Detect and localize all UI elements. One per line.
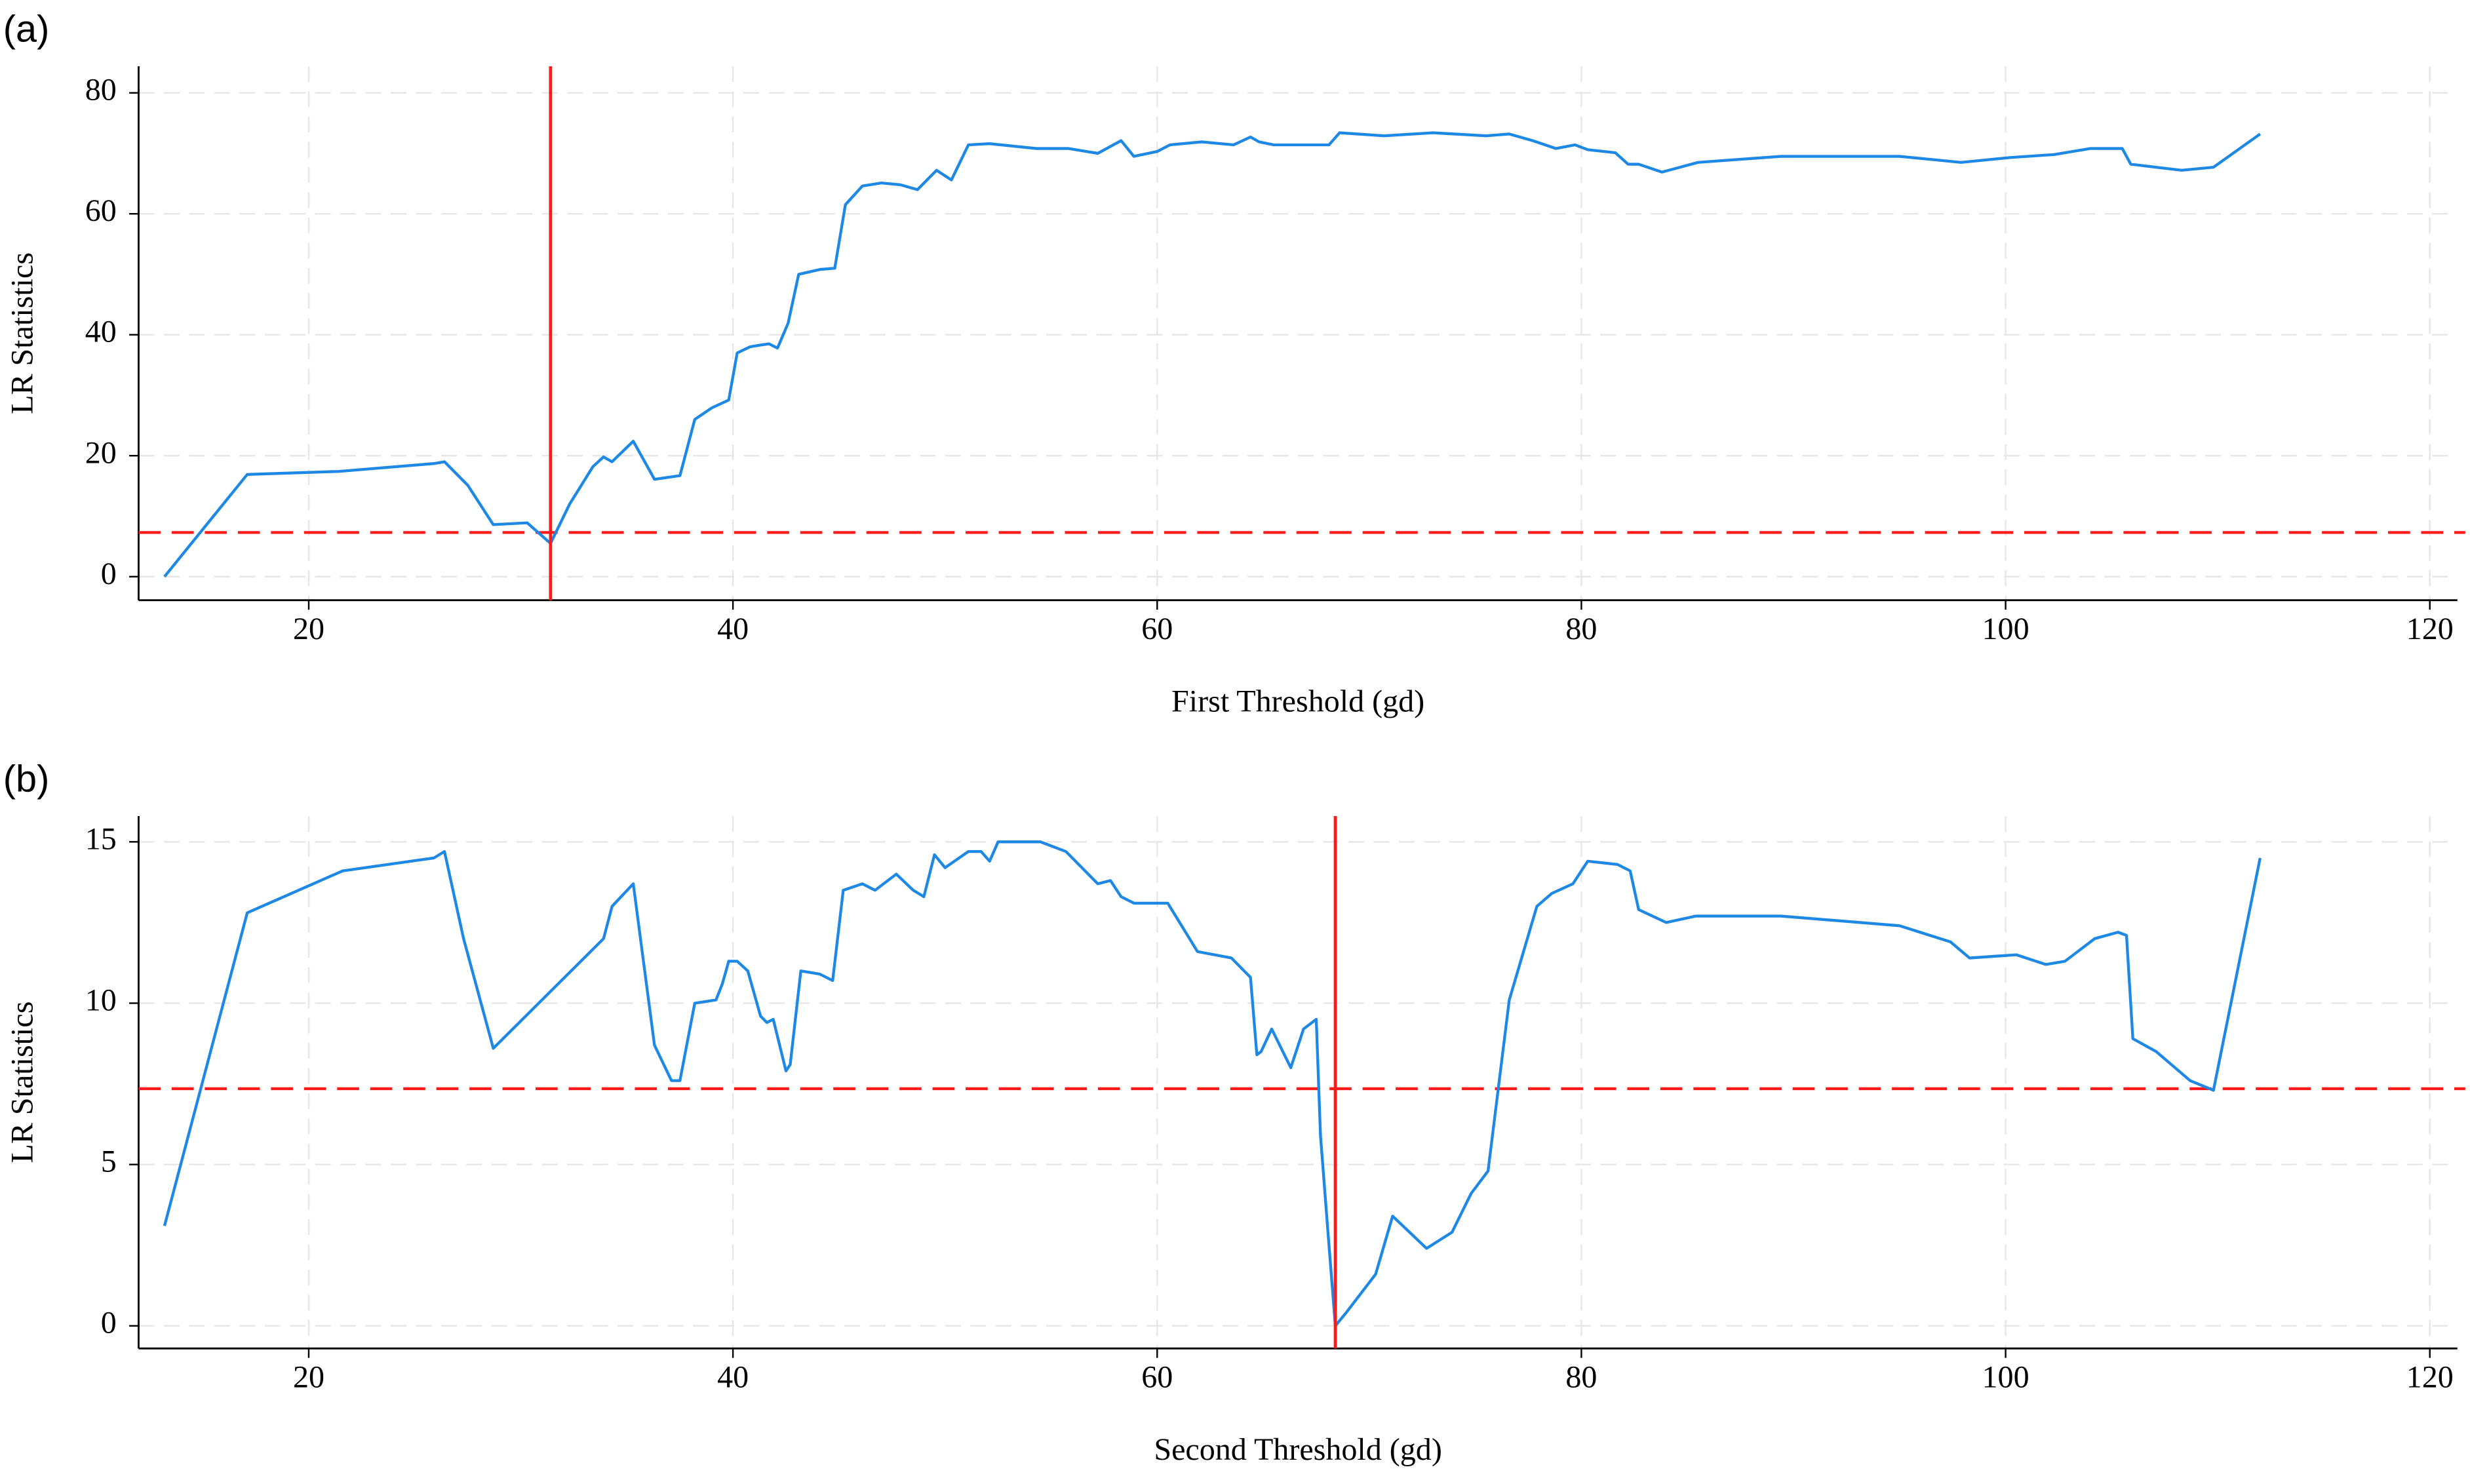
- data-line: [163, 840, 2262, 1327]
- x-tick-label: 80: [1565, 612, 1597, 646]
- x-tick-label: 100: [1982, 1359, 2029, 1394]
- y-tick-label: 20: [85, 435, 117, 470]
- x-tick-label: 40: [717, 612, 749, 646]
- y-tick-label: 60: [85, 193, 117, 228]
- x-tick-label: 60: [1141, 612, 1173, 646]
- y-tick-label: 80: [85, 73, 117, 107]
- x-tick-label: 20: [293, 612, 324, 646]
- y-tick-label: 5: [101, 1144, 117, 1179]
- x-tick-label: 20: [293, 1359, 324, 1394]
- y-tick-label: 0: [101, 556, 117, 591]
- y-tick-label: 0: [101, 1306, 117, 1340]
- y-tick-label: 10: [85, 983, 117, 1017]
- y-tick-label: 40: [85, 315, 117, 349]
- x-axis-title: First Threshold (gd): [1171, 684, 1424, 718]
- y-axis-title: LR Statistics: [5, 252, 39, 414]
- x-tick-label: 40: [717, 1359, 749, 1394]
- data-line: [163, 131, 2262, 578]
- x-tick-label: 80: [1565, 1359, 1597, 1394]
- x-axis-title: Second Threshold (gd): [1154, 1432, 1441, 1467]
- y-axis-title: LR Statistics: [5, 1002, 39, 1163]
- panel-label: (b): [3, 758, 49, 800]
- x-tick-label: 60: [1141, 1359, 1173, 1394]
- x-tick-label: 120: [2406, 612, 2454, 646]
- x-tick-label: 120: [2406, 1359, 2454, 1394]
- y-tick-label: 15: [85, 821, 117, 856]
- x-tick-label: 100: [1982, 612, 2029, 646]
- panel-label: (a): [3, 8, 49, 50]
